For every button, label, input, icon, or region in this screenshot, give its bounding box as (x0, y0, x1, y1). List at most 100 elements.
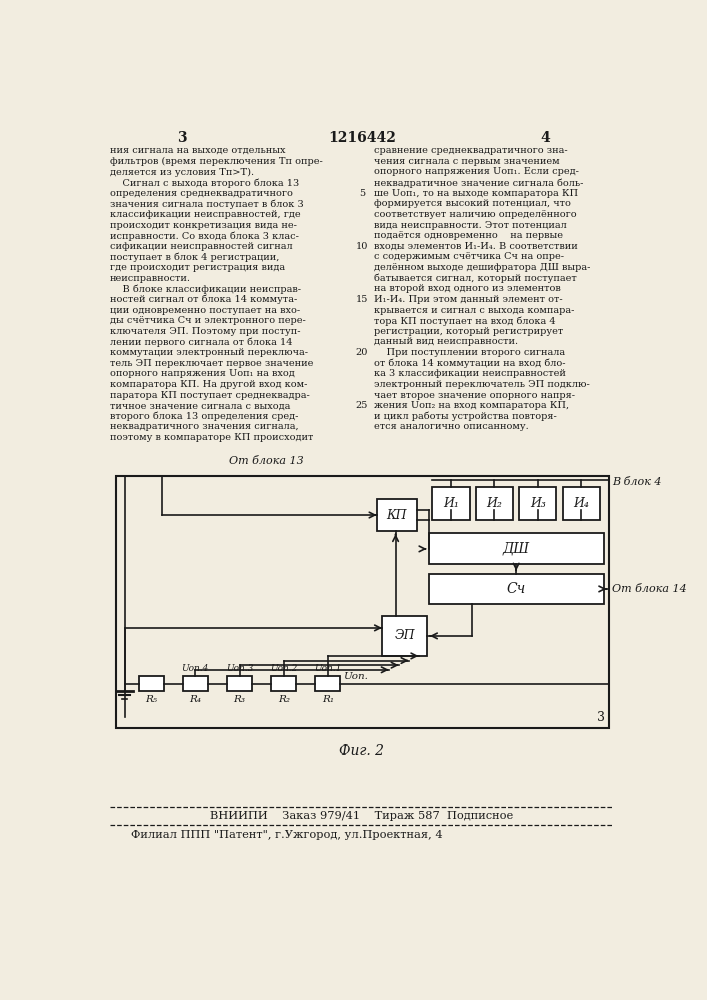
Text: 1216442: 1216442 (328, 131, 396, 145)
Text: опорного напряжения Uоп₁. Если сред-: опорного напряжения Uоп₁. Если сред- (373, 167, 578, 176)
Text: ше Uоп₁, то на выходе компаратора КП: ше Uоп₁, то на выходе компаратора КП (373, 189, 578, 198)
Bar (563, 487, 600, 520)
Text: тичное значение сигнала с выхода: тичное значение сигнала с выхода (110, 401, 291, 410)
Text: И₂: И₂ (486, 497, 503, 510)
Text: на второй вход одного из элементов: на второй вход одного из элементов (373, 284, 561, 293)
Text: ностей сигнал от блока 14 коммута-: ностей сигнал от блока 14 коммута- (110, 295, 298, 304)
Bar (428, 533, 604, 564)
Text: 3: 3 (597, 711, 604, 724)
Text: неквадратичное значение сигнала боль-: неквадратичное значение сигнала боль- (373, 178, 583, 188)
Text: R₅: R₅ (145, 695, 157, 704)
Bar (315, 676, 340, 691)
Text: компаратора КП. На другой вход ком-: компаратора КП. На другой вход ком- (110, 380, 308, 389)
Text: КП: КП (387, 509, 407, 522)
Text: При поступлении второго сигнала: При поступлении второго сигнала (373, 348, 565, 357)
Text: входы элементов И₁-И₄. В соответствии: входы элементов И₁-И₄. В соответствии (373, 242, 578, 251)
Text: ции одновременно поступает на вхо-: ции одновременно поступает на вхо- (110, 306, 300, 315)
Text: фильтров (время переключения Tп опре-: фильтров (время переключения Tп опре- (110, 157, 323, 166)
Text: От блока 14: От блока 14 (612, 584, 687, 594)
Text: ка 3 классификации неисправностей: ка 3 классификации неисправностей (373, 369, 566, 378)
Text: и цикл работы устройства повторя-: и цикл работы устройства повторя- (373, 412, 556, 421)
Text: вида неисправности. Этот потенциал: вида неисправности. Этот потенциал (373, 221, 566, 230)
Text: тель ЭП переключает первое значение: тель ЭП переключает первое значение (110, 359, 313, 368)
Text: поэтому в компараторе КП происходит: поэтому в компараторе КП происходит (110, 433, 313, 442)
Text: ется аналогично описанному.: ется аналогично описанному. (373, 422, 528, 431)
Bar (519, 487, 556, 520)
Text: Сч: Сч (506, 582, 526, 596)
Text: Uоп.3: Uоп.3 (226, 664, 253, 673)
Text: чения сигнала с первым значением: чения сигнала с первым значением (373, 157, 559, 166)
Text: второго блока 13 определения сред-: второго блока 13 определения сред- (110, 412, 298, 421)
Text: 15: 15 (356, 295, 368, 304)
Bar (428, 574, 604, 604)
Text: R₂: R₂ (278, 695, 290, 704)
Text: чает второе значение опорного напря-: чает второе значение опорного напря- (373, 391, 575, 400)
Text: Фиг. 2: Фиг. 2 (339, 744, 385, 758)
Text: ЭП: ЭП (395, 629, 415, 642)
Text: И₁-И₄. При этом данный элемент от-: И₁-И₄. При этом данный элемент от- (373, 295, 562, 304)
Text: 25: 25 (356, 401, 368, 410)
Text: опорного напряжения Uоп₁ на вход: опорного напряжения Uоп₁ на вход (110, 369, 295, 378)
Text: R₃: R₃ (233, 695, 245, 704)
Text: ния сигнала на выходе отдельных: ния сигнала на выходе отдельных (110, 146, 286, 155)
Text: Uоп.1: Uоп.1 (314, 664, 341, 673)
Text: R₁: R₁ (322, 695, 334, 704)
Text: данный вид неисправности.: данный вид неисправности. (373, 337, 518, 346)
Text: электронный переключатель ЭП подклю-: электронный переключатель ЭП подклю- (373, 380, 590, 389)
Text: жения Uоп₂ на вход компаратора КП,: жения Uоп₂ на вход компаратора КП, (373, 401, 568, 410)
Text: исправности. Со входа блока 3 клас-: исправности. Со входа блока 3 клас- (110, 231, 299, 241)
Bar (433, 487, 469, 520)
Text: R₄: R₄ (189, 695, 201, 704)
Text: батывается сигнал, который поступает: батывается сигнал, который поступает (373, 274, 576, 283)
Bar (227, 676, 252, 691)
Text: деляется из условия Tп>T).: деляется из условия Tп>T). (110, 167, 255, 177)
Text: крывается и сигнал с выхода компара-: крывается и сигнал с выхода компара- (373, 306, 574, 315)
Text: Филиал ППП "Патент", г.Ужгород, ул.Проектная, 4: Филиал ППП "Патент", г.Ужгород, ул.Проек… (131, 830, 443, 840)
Text: Uоп.: Uоп. (344, 672, 368, 681)
Text: ключателя ЭП. Поэтому при поступ-: ключателя ЭП. Поэтому при поступ- (110, 327, 300, 336)
Text: сификации неисправностей сигнал: сификации неисправностей сигнал (110, 242, 293, 251)
Text: 5: 5 (359, 189, 365, 198)
Text: подаётся одновременно    на первые: подаётся одновременно на первые (373, 231, 563, 240)
Text: классификации неисправностей, где: классификации неисправностей, где (110, 210, 300, 219)
Text: И₃: И₃ (530, 497, 546, 510)
Text: Uоп.4: Uоп.4 (182, 664, 209, 673)
Text: формируется высокий потенциал, что: формируется высокий потенциал, что (373, 199, 571, 208)
Text: В блок 4: В блок 4 (612, 477, 662, 487)
Text: с содержимым счётчика Сч на опре-: с содержимым счётчика Сч на опре- (373, 252, 563, 261)
Bar (476, 487, 513, 520)
Text: 4: 4 (541, 131, 551, 145)
Text: ВНИИПИ    Заказ 979/41    Тираж 587  Подписное: ВНИИПИ Заказ 979/41 Тираж 587 Подписное (210, 811, 513, 821)
Text: 10: 10 (356, 242, 368, 251)
Text: где происходит регистрация вида: где происходит регистрация вида (110, 263, 285, 272)
Bar (139, 676, 163, 691)
Text: поступает в блок 4 регистрации,: поступает в блок 4 регистрации, (110, 252, 279, 262)
Text: И₁: И₁ (443, 497, 459, 510)
Text: регистрации, который регистрирует: регистрации, который регистрирует (373, 327, 563, 336)
Text: ды счётчика Сч и электронного пере-: ды счётчика Сч и электронного пере- (110, 316, 306, 325)
Text: И₄: И₄ (573, 497, 589, 510)
Text: 3: 3 (177, 131, 186, 145)
Bar (183, 676, 208, 691)
Text: значения сигнала поступает в блок 3: значения сигнала поступает в блок 3 (110, 199, 304, 209)
Text: От блока 13: От блока 13 (229, 456, 304, 466)
Text: неисправности.: неисправности. (110, 274, 191, 283)
Text: от блока 14 коммутации на вход бло-: от блока 14 коммутации на вход бло- (373, 359, 565, 368)
Text: Uоп.2: Uоп.2 (270, 664, 298, 673)
Text: тора КП поступает на вход блока 4: тора КП поступает на вход блока 4 (373, 316, 555, 326)
Bar (271, 676, 296, 691)
Bar (377, 499, 417, 531)
Text: 20: 20 (356, 348, 368, 357)
Bar (115, 476, 609, 728)
Text: паратора КП поступает среднеквадра-: паратора КП поступает среднеквадра- (110, 391, 310, 400)
Text: В блоке классификации неисправ-: В блоке классификации неисправ- (110, 284, 301, 294)
Text: соответствует наличию определённого: соответствует наличию определённого (373, 210, 576, 219)
Bar (382, 616, 427, 656)
Text: ДШ: ДШ (503, 542, 530, 556)
Text: делённом выходе дешифратора ДШ выра-: делённом выходе дешифратора ДШ выра- (373, 263, 590, 272)
Text: происходит конкретизация вида не-: происходит конкретизация вида не- (110, 221, 297, 230)
Text: Сигнал с выхода второго блока 13: Сигнал с выхода второго блока 13 (110, 178, 299, 188)
Text: определения среднеквадратичного: определения среднеквадратичного (110, 189, 293, 198)
Text: неквадратичного значения сигнала,: неквадратичного значения сигнала, (110, 422, 298, 431)
Text: сравнение среднеквадратичного зна-: сравнение среднеквадратичного зна- (373, 146, 567, 155)
